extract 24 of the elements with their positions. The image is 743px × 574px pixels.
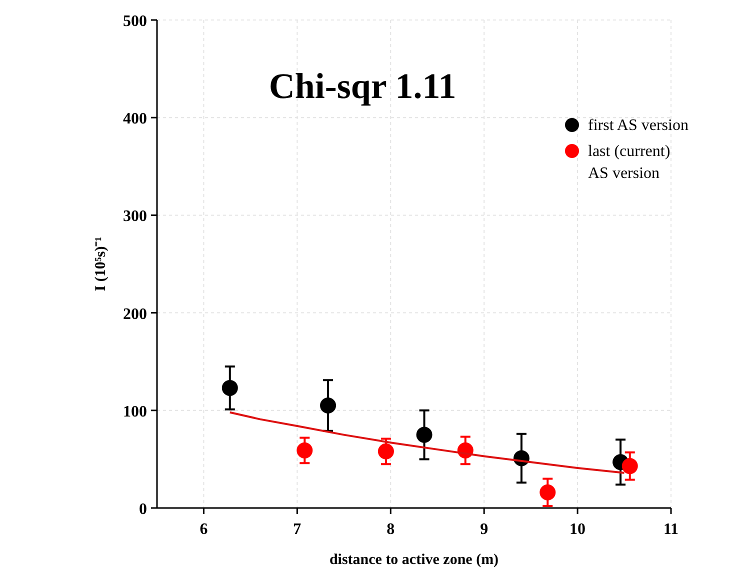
point: [416, 426, 432, 443]
x-axis-title: distance to active zone (m): [329, 552, 499, 568]
legend-label: first AS version: [588, 117, 688, 134]
point: [222, 380, 238, 396]
x-tick-label: 9: [480, 521, 488, 538]
x-tick-label: 6: [200, 521, 208, 538]
legend-label: last (current) AS version: [588, 143, 670, 182]
point: [622, 458, 638, 474]
x-tick-label: 7: [293, 521, 302, 538]
y-axis-title: I (10⁵s)⁻¹: [93, 236, 109, 292]
y-tick-label: 100: [123, 403, 147, 420]
text: Chi-sqr 1.11: [268, 66, 456, 106]
point: [296, 442, 313, 458]
y-tick-label: 200: [123, 306, 147, 323]
point: [378, 443, 394, 460]
x-tick-label: 10: [570, 521, 586, 538]
y-tick-label: 0: [139, 501, 147, 518]
point: [540, 484, 556, 500]
point: [320, 398, 336, 414]
x-tick-label: 8: [386, 521, 395, 538]
y-tick-label: 400: [123, 110, 147, 128]
x-tick-label: 11: [663, 521, 679, 538]
y-tick-label: 300: [123, 208, 147, 226]
y-tick-label: 500: [123, 13, 147, 30]
